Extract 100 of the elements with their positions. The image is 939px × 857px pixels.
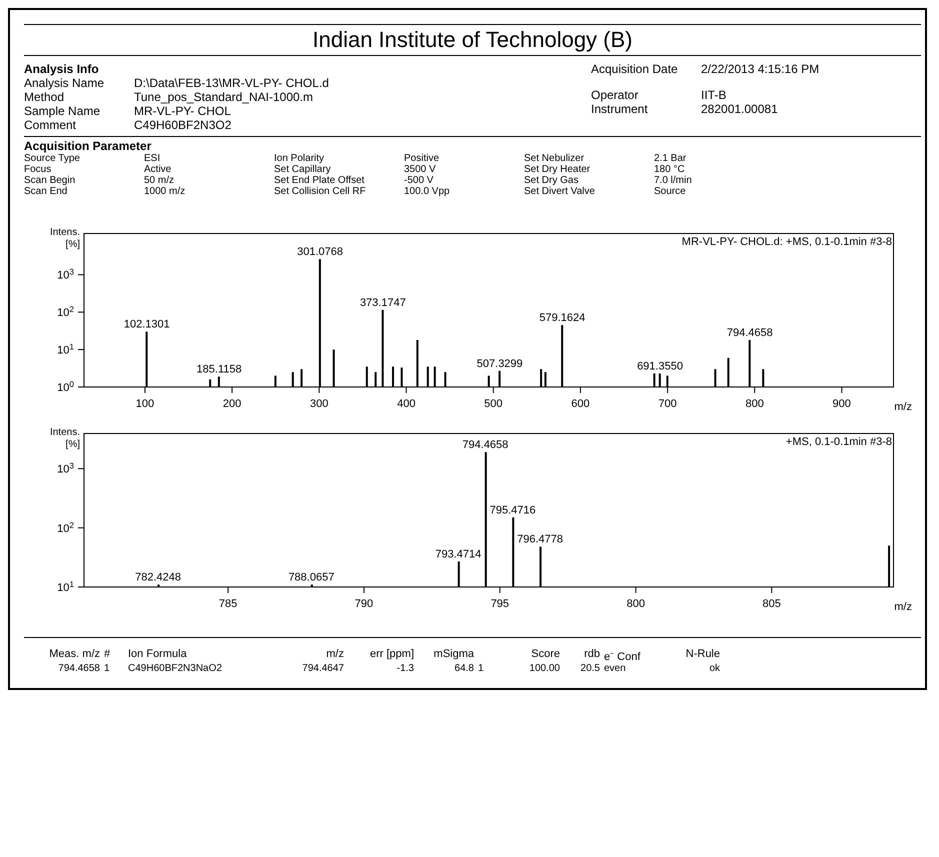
chart-title: Indian Institute of Technology (B) — [24, 24, 921, 56]
x-tick-label: 600 — [571, 398, 590, 410]
annotation: +MS, 0.1-0.1min #3-8 — [786, 436, 892, 448]
text: Set End Plate Offset — [274, 175, 366, 186]
y-axis-title: Intens. [%] — [48, 227, 80, 251]
text: Meas. m/z — [48, 648, 101, 662]
x-tick-label: 300 — [310, 398, 328, 410]
text: 100.0 Vpp — [404, 186, 451, 197]
y-tick-label: 10$^{3}$ — [57, 267, 74, 282]
text: Set Divert Valve — [524, 186, 596, 197]
x-tick-label: 900 — [832, 398, 851, 410]
text: 1 — [104, 663, 111, 674]
x-tick-label: 785 — [218, 598, 238, 610]
annotation: 579.1624 — [539, 312, 586, 324]
annotation: 301.0768 — [297, 246, 344, 258]
x-axis-title: m/z — [894, 601, 912, 613]
text: # — [104, 648, 112, 662]
y-axis-title: Intens. [%] — [48, 427, 80, 451]
text: D:\Data\FEB-13\MR-VL-PY- CHOL.d — [134, 76, 330, 90]
text: Method — [24, 90, 66, 104]
text: e⁻ Conf — [604, 650, 642, 663]
text: Operator — [591, 88, 640, 102]
y-tick-label: 10$^{2}$ — [57, 304, 74, 320]
text: Scan Begin — [24, 175, 76, 186]
text: Tune_pos_Standard_NAI-1000.m — [134, 90, 314, 104]
annotation: 691.3550 — [637, 360, 683, 372]
annotation: 373.1747 — [360, 296, 406, 309]
text: 794.4658 — [57, 663, 101, 674]
x-tick-label: 800 — [626, 598, 645, 610]
text: C49H60BF2N3O2 — [134, 118, 232, 132]
x-tick-label: 200 — [222, 398, 242, 410]
text: C49H60BF2N3NaO2 — [128, 663, 223, 674]
text: Analysis Name — [24, 76, 106, 90]
x-tick-label: 400 — [397, 398, 416, 410]
text: Source — [654, 186, 687, 197]
annotation: 782.4248 — [135, 572, 182, 584]
text: Ion Polarity — [274, 153, 326, 164]
text: Set Collision Cell RF — [274, 186, 367, 197]
x-tick-label: 100 — [136, 398, 154, 410]
text: rdb — [583, 648, 601, 662]
y-tick-label: 10$^{1}$ — [57, 580, 74, 594]
text: IIT-B — [701, 88, 728, 102]
text: Acquisition Date — [591, 62, 679, 76]
x-tick-label: 500 — [484, 398, 503, 410]
text: Comment — [24, 118, 78, 132]
text: Set Capillary — [274, 164, 332, 175]
y-tick-label: 10$^{0}$ — [57, 380, 74, 394]
text: Set Dry Gas — [524, 175, 580, 186]
annotation: 794.4658 — [462, 439, 508, 452]
text: -500 V — [404, 175, 434, 186]
annotation: 788.0657 — [288, 572, 334, 584]
text: 1000 m/z — [144, 186, 186, 197]
text: 2.1 Bar — [654, 153, 688, 164]
annotation: 793.4714 — [435, 548, 482, 560]
text: Ion Formula — [128, 648, 188, 662]
annotation: 796.4778 — [517, 534, 563, 546]
text: -1.3 — [396, 663, 415, 674]
annotation: MR-VL-PY- CHOL.d: +MS, 0.1-0.1min #3-8 — [682, 236, 892, 248]
text: 1 — [478, 663, 485, 674]
annotation: 795.4716 — [490, 504, 536, 516]
text: Acquisition Parameter — [24, 139, 152, 153]
text: Analysis Info — [24, 62, 100, 76]
y-tick-label: 10$^{1}$ — [57, 342, 74, 357]
text: Score — [530, 648, 561, 662]
x-axis-title: m/z — [894, 401, 912, 413]
text: 794.4647 — [301, 663, 345, 674]
text: 64.8 — [454, 663, 475, 674]
text: Set Nebulizer — [524, 153, 586, 164]
annotation: 102.1301 — [124, 318, 170, 331]
annotation: 794.4658 — [726, 327, 773, 340]
text: 20.5 — [580, 663, 601, 674]
x-tick-label: 795 — [490, 598, 510, 610]
text: Focus — [24, 164, 52, 175]
text: mSigma — [432, 648, 475, 662]
y-tick-label: 10$^{2}$ — [57, 520, 74, 535]
text: ok — [708, 663, 721, 674]
text: err [ppm] — [368, 648, 415, 662]
text: 2/22/2013 4:15:16 PM — [701, 62, 820, 76]
text: 7.0 l/min — [654, 175, 693, 186]
text: even — [604, 663, 627, 674]
text: Positive — [404, 153, 440, 164]
x-tick-label: 800 — [745, 398, 764, 410]
text: 180 °C — [654, 164, 686, 175]
x-tick-label: 805 — [762, 598, 781, 610]
text: Sample Name — [24, 104, 102, 118]
y-tick-label: 10$^{3}$ — [57, 461, 74, 476]
text: Instrument — [591, 102, 649, 116]
text: m/z — [325, 648, 345, 662]
text: Active — [144, 164, 172, 175]
x-tick-label: 790 — [354, 598, 374, 610]
text: Set Dry Heater — [524, 164, 592, 175]
text: 3500 V — [404, 164, 437, 175]
text: 100.00 — [528, 663, 561, 674]
annotation: 185.1158 — [196, 364, 242, 376]
source-note: Source Type — [24, 153, 81, 164]
text: Scan End — [24, 186, 68, 197]
text: MR-VL-PY- CHOL — [134, 104, 232, 118]
annotation: 507.3299 — [476, 358, 523, 370]
text: 282001.00081 — [701, 102, 779, 116]
x-tick-label: 700 — [658, 398, 677, 410]
